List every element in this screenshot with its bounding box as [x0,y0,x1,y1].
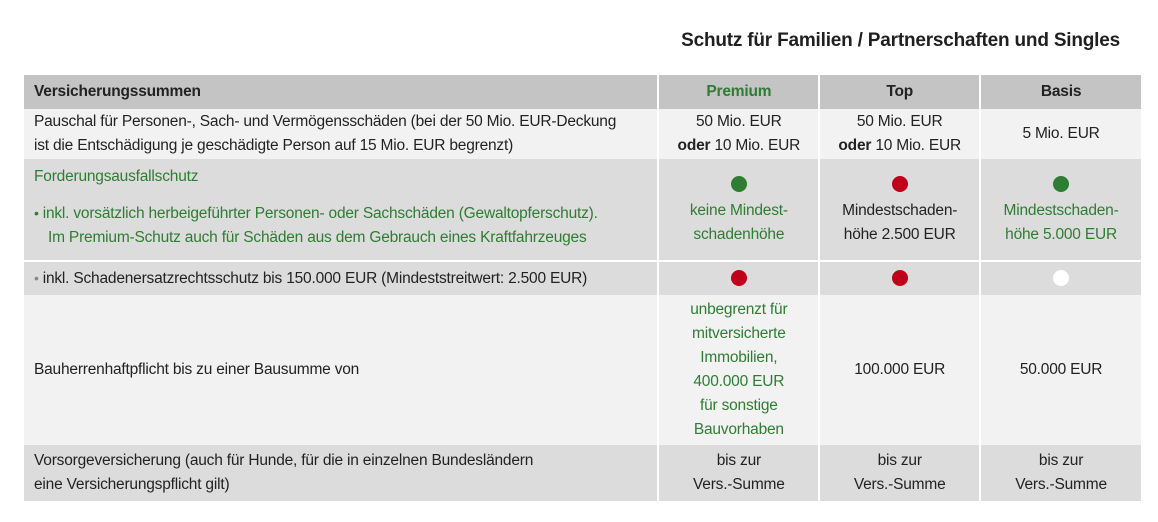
bullet-icon: • [34,270,39,286]
cell-premium [657,260,820,295]
table-header-row: Versicherungssummen Premium Top Basis [24,75,1141,109]
cell-basis: 5 Mio. EUR [979,109,1141,159]
cell-premium: unbegrenzt für mitversicherte Immobilien… [657,295,820,445]
value-line: bis zur [1038,452,1084,469]
value-text: 10 Mio. EUR [875,137,961,154]
cell-basis: bis zur Vers.-Summe [979,445,1141,501]
cell-basis: Mindestschaden- höhe 5.000 EUR [979,159,1141,261]
status-dot-icon [1053,176,1070,193]
desc-line: eine Versicherungspflicht gilt) [34,476,230,493]
value-line: mitversicherte [692,325,786,342]
cell-basis [979,260,1141,295]
section-title: Forderungsausfallschutz [34,168,199,185]
status-dot-icon [891,176,908,193]
desc-text: inkl. Schadenersatzrechtsschutz bis 150.… [42,270,588,287]
bullet-icon: • [34,205,39,221]
oder-label: oder [838,137,872,154]
value-line: Bauvorhaben [693,421,784,438]
table-row-bauherren: Bauherrenhaftpflicht bis zu einer Bausum… [24,295,1141,445]
page-title: Schutz für Familien / Partnerschaften un… [681,30,1120,51]
status-dot-icon [730,176,747,193]
value-line: höhe 5.000 EUR [1005,225,1117,243]
row-description: Forderungsausfallschutz • inkl. vorsätzli… [24,159,659,261]
table-row-pauschal: Pauschal für Personen-, Sach- und Vermög… [24,109,1141,159]
status-container [991,173,1131,197]
value-line: keine Mindest- [689,201,788,219]
row-description: • inkl. Schadenersatzrechtsschutz bis 150… [24,260,659,295]
desc-block: • inkl. vorsätzlich herbeigeführter Perso… [34,189,647,258]
desc-line: Vorsorgeversicherung (auch für Hunde, fü… [34,452,534,469]
cell-premium: bis zur Vers.-Summe [657,445,820,501]
status-dot-icon [1053,270,1070,287]
value-line: bis zur [716,452,761,469]
cell-basis: 50.000 EUR [979,295,1141,445]
cell-top: bis zur Vers.-Summe [818,445,981,501]
header-plan-top: Top [818,75,981,109]
desc-line: • inkl. vorsätzlich herbeigeführter Perso… [34,201,647,226]
value-line: Mindestschaden- [1003,201,1119,219]
value-line: 400.000 EUR [693,373,785,390]
coverage-table: Versicherungssummen Premium Top Basis Pa… [24,75,1141,501]
header-plan-basis: Basis [979,75,1141,109]
desc-line: Im Premium-Schutz auch für Schäden aus d… [48,229,587,246]
header-label: Versicherungssummen [24,75,659,109]
value-line: 50 Mio. EUR [856,113,943,130]
value-line: Vers.-Summe [692,476,785,493]
value-line: bis zur [877,452,922,469]
status-dot-icon [891,270,908,287]
oder-label: oder [677,137,711,154]
row-description: Bauherrenhaftpflicht bis zu einer Bausum… [24,295,659,445]
cell-premium: keine Mindest- schadenhöhe [657,159,820,261]
value-line: oder 10 Mio. EUR [830,134,969,158]
cell-top: 50 Mio. EUR oder 10 Mio. EUR [818,109,981,159]
table-row-forderungsausfall: Forderungsausfallschutz • inkl. vorsätzli… [24,159,1141,261]
row-description: Pauschal für Personen-, Sach- und Vermög… [24,109,659,159]
status-container [669,173,808,197]
status-container [830,173,969,197]
value-line: für sonstige [699,397,778,414]
value-line: oder 10 Mio. EUR [669,134,808,158]
cell-top [818,260,981,295]
value-line: höhe 2.500 EUR [843,225,956,243]
table-row-vorsorge: Vorsorgeversicherung (auch für Hunde, fü… [24,445,1141,501]
status-dot-icon [730,270,747,287]
value-text: 10 Mio. EUR [714,137,801,154]
value-line: schadenhöhe [693,225,785,243]
table-row-schadenersatz: • inkl. Schadenersatzrechtsschutz bis 150… [24,260,1141,295]
cell-top: Mindestschaden- höhe 2.500 EUR [818,159,981,261]
value-line: Vers.-Summe [853,476,946,493]
desc-text: inkl. vorsätzlich herbeigeführter Person… [42,205,598,222]
cell-premium: 50 Mio. EUR oder 10 Mio. EUR [657,109,820,159]
value-line: Mindestschaden- [842,201,958,219]
value-line: unbegrenzt für [690,301,788,318]
cell-top: 100.000 EUR [818,295,981,445]
desc-line: ist die Entschädigung je geschädigte Per… [34,137,514,154]
value-line: Immobilien, [700,349,778,366]
value-line: Vers.-Summe [1015,476,1107,493]
desc-line: Pauschal für Personen-, Sach- und Vermög… [34,113,617,130]
row-description: Vorsorgeversicherung (auch für Hunde, fü… [24,445,659,501]
value-line: 50 Mio. EUR [696,113,782,130]
header-plan-premium: Premium [657,75,820,109]
